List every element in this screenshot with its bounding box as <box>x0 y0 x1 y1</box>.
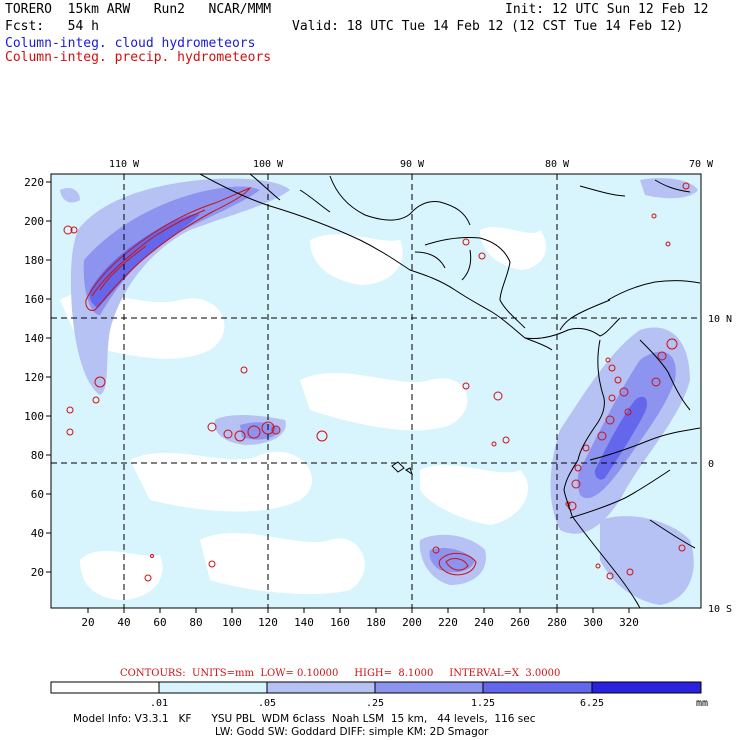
legend-precip-hydrometeors: Column-integ. precip. hydrometeors <box>5 50 272 65</box>
x-tick-label: 160 <box>330 616 350 629</box>
x-tick-label: 40 <box>117 616 130 629</box>
x-tick-marks <box>87 608 630 613</box>
x-tick-label: 180 <box>366 616 386 629</box>
colorbar-label: .01 <box>150 698 168 709</box>
physics-info: LW: Godd SW: Goddard DIFF: simple KM: 2D… <box>215 726 489 738</box>
x-tick-label: 100 <box>222 616 242 629</box>
colorbar-swatch <box>266 681 376 694</box>
x-tick-label: 220 <box>438 616 458 629</box>
x-tick-label: 320 <box>619 616 639 629</box>
x-tick-label: 120 <box>258 616 278 629</box>
x-tick-label: 260 <box>510 616 530 629</box>
lat-lon-grid <box>51 174 701 608</box>
y-tick-label: 60 <box>31 488 44 501</box>
coastlines <box>199 174 701 608</box>
legend-cloud-hydrometeors: Column-integ. cloud hydrometeors <box>5 36 256 51</box>
lat-label-10n: 10 N <box>708 314 732 325</box>
lon-label-90w: 90 W <box>400 159 425 170</box>
colorbar-labels: .01 .05 .25 1.25 6.25 mm <box>150 698 708 709</box>
y-tick-label: 140 <box>24 332 44 345</box>
y-tick-label: 20 <box>31 566 44 579</box>
colorbar-label: 6.25 <box>580 698 604 709</box>
lon-labels: 110 W 100 W 90 W 80 W 70 W <box>109 159 714 170</box>
y-tick-labels: 220 200 180 160 140 120 100 80 60 40 20 <box>24 176 44 579</box>
x-tick-label: 280 <box>547 616 567 629</box>
lon-label-100w: 100 W <box>253 159 284 170</box>
x-tick-label: 80 <box>189 616 202 629</box>
y-tick-label: 80 <box>31 449 44 462</box>
valid-time: Valid: 18 UTC Tue 14 Feb 12 (12 CST Tue … <box>292 19 684 34</box>
lon-label-70w: 70 W <box>689 159 714 170</box>
y-tick-marks <box>46 181 51 573</box>
y-tick-label: 120 <box>24 371 44 384</box>
x-tick-labels: 20 40 60 80 100 120 140 160 180 200 220 … <box>81 616 639 629</box>
colorbar-swatch <box>482 681 593 694</box>
colorbar <box>50 681 702 694</box>
y-tick-label: 220 <box>24 176 44 189</box>
forecast-hour: Fcst: 54 h <box>5 19 99 34</box>
lon-label-80w: 80 W <box>545 159 570 170</box>
contour-info: CONTOURS: UNITS=mm LOW= 0.10000 HIGH= 8.… <box>120 668 561 679</box>
x-tick-label: 240 <box>474 616 494 629</box>
x-tick-label: 200 <box>402 616 422 629</box>
lat-label-0: 0 <box>708 459 714 470</box>
model-info: Model Info: V3.3.1 KF YSU PBL WDM 6class… <box>73 713 536 725</box>
colorbar-swatch <box>50 681 160 694</box>
colorbar-swatch <box>591 681 702 694</box>
colorbar-swatch <box>374 681 484 694</box>
x-tick-label: 60 <box>153 616 166 629</box>
x-tick-label: 300 <box>583 616 603 629</box>
x-tick-label: 20 <box>81 616 94 629</box>
colorbar-unit: mm <box>696 698 708 709</box>
init-time: Init: 12 UTC Sun 12 Feb 12 <box>505 2 709 17</box>
y-tick-label: 160 <box>24 293 44 306</box>
cloud-field <box>60 178 698 605</box>
y-tick-label: 100 <box>24 410 44 423</box>
lat-label-10s: 10 S <box>708 604 732 615</box>
colorbar-swatch <box>158 681 268 694</box>
lon-label-110w: 110 W <box>109 159 140 170</box>
y-tick-label: 200 <box>24 215 44 228</box>
colorbar-label: 1.25 <box>471 698 495 709</box>
y-tick-label: 180 <box>24 254 44 267</box>
y-tick-label: 40 <box>31 527 44 540</box>
colorbar-label: .25 <box>366 698 384 709</box>
colorbar-label: .05 <box>258 698 276 709</box>
lat-labels: 10 N 0 10 S <box>708 314 732 615</box>
model-title: TORERO 15km ARW Run2 NCAR/MMM <box>5 2 272 17</box>
x-tick-label: 140 <box>294 616 314 629</box>
